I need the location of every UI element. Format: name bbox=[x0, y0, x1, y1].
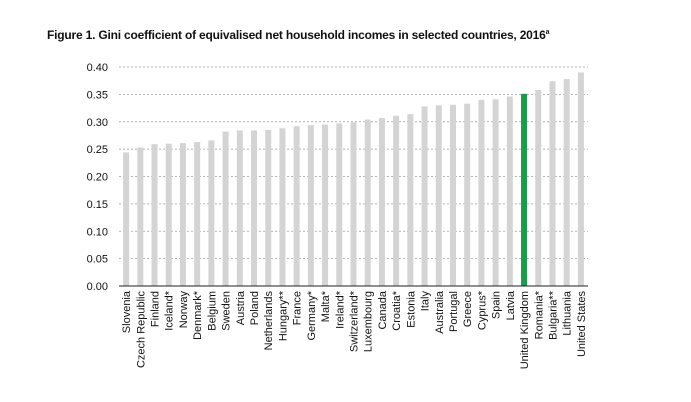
x-tick-label: Romania* bbox=[533, 290, 545, 339]
bar-iceland bbox=[165, 143, 172, 286]
bar-romania bbox=[535, 89, 542, 287]
bar-australia bbox=[435, 105, 442, 286]
bar-denmark bbox=[194, 142, 201, 286]
x-tick-label: Denmark* bbox=[192, 290, 204, 340]
x-tick-label: Malta* bbox=[320, 290, 332, 322]
y-tick-label: 0.25 bbox=[87, 144, 108, 156]
bar-switzerland bbox=[350, 122, 357, 286]
bar-malta bbox=[322, 124, 329, 286]
bar-canada bbox=[378, 117, 385, 286]
bar-belgium bbox=[208, 140, 215, 286]
x-tick-label: Latvia bbox=[505, 290, 517, 320]
x-tick-label: Canada bbox=[377, 290, 389, 329]
x-tick-label: Sweden bbox=[221, 291, 233, 331]
bar-norway bbox=[179, 143, 186, 286]
x-tick-label: Australia bbox=[434, 290, 446, 334]
bar-finland bbox=[151, 144, 158, 286]
bar-croatia bbox=[393, 115, 400, 286]
bar-greece bbox=[464, 103, 471, 287]
y-tick-label: 0.00 bbox=[87, 281, 108, 293]
x-tick-label: United States bbox=[576, 291, 588, 358]
bar-czech-republic bbox=[137, 147, 144, 286]
bar-sweden bbox=[222, 131, 229, 286]
bar-ireland bbox=[336, 123, 343, 286]
bar-slovenia bbox=[123, 152, 130, 286]
y-axis-tick-labels: 0.00 0.05 0.10 0.15 0.20 0.25 0.30 0.35 0.40 bbox=[87, 62, 108, 293]
bars bbox=[123, 72, 584, 287]
x-tick-label: Finland bbox=[150, 291, 162, 327]
x-tick-label: Luxembourg bbox=[363, 291, 375, 352]
x-tick-label: Greece bbox=[462, 291, 474, 327]
x-tick-label: Czech Republic bbox=[135, 291, 147, 369]
bar-united-states bbox=[577, 72, 584, 286]
x-tick-label: Austria bbox=[235, 290, 247, 325]
title-footnote-marker: a bbox=[545, 29, 550, 36]
bar-france bbox=[293, 126, 300, 286]
y-tick-label: 0.40 bbox=[87, 62, 108, 74]
bar-hungary bbox=[279, 128, 286, 286]
bar-spain bbox=[492, 99, 499, 287]
x-tick-label: Spain bbox=[491, 291, 503, 319]
y-tick-label: 0.05 bbox=[87, 254, 108, 266]
x-tick-label: Slovenia bbox=[121, 290, 133, 333]
x-tick-label: Hungary** bbox=[277, 290, 289, 341]
x-tick-label: Norway bbox=[178, 291, 190, 329]
x-tick-label: Croatia* bbox=[391, 290, 403, 330]
x-tick-label: Bulgaria** bbox=[547, 290, 559, 340]
x-tick-label: Switzerland* bbox=[349, 290, 361, 352]
x-tick-label: Iceland* bbox=[164, 290, 176, 330]
bar-netherlands bbox=[265, 129, 272, 286]
bar-austria bbox=[236, 130, 243, 286]
bar-germany bbox=[307, 125, 314, 286]
x-tick-label: Italy bbox=[420, 291, 432, 312]
x-tick-label: Cyprus* bbox=[476, 290, 488, 330]
bar-portugal bbox=[449, 104, 456, 286]
bar-luxembourg bbox=[364, 119, 371, 286]
y-tick-label: 0.15 bbox=[87, 199, 108, 211]
bar-estonia bbox=[407, 114, 414, 287]
bar-poland bbox=[251, 130, 258, 286]
x-tick-label: Lithuania bbox=[562, 290, 574, 336]
chart-title: Figure 1. Gini coefficient of equivalise… bbox=[47, 28, 550, 42]
y-tick-label: 0.10 bbox=[87, 226, 108, 238]
bar-lithuania bbox=[563, 79, 570, 286]
bar-latvia bbox=[506, 96, 513, 286]
bar-bulgaria bbox=[549, 81, 556, 286]
x-tick-label: Netherlands bbox=[263, 291, 275, 351]
bar-italy bbox=[421, 106, 428, 286]
y-tick-label: 0.20 bbox=[87, 172, 108, 184]
x-axis-category-labels: Slovenia Czech Republic Finland Iceland* Nor… bbox=[121, 290, 588, 369]
x-tick-label: Estonia bbox=[405, 290, 417, 328]
bar-united-kingdom bbox=[521, 93, 528, 286]
y-tick-label: 0.30 bbox=[87, 117, 108, 129]
x-tick-label: United Kingdom bbox=[519, 291, 531, 369]
bar-cyprus bbox=[478, 99, 485, 286]
x-tick-label: France bbox=[292, 291, 304, 325]
y-tick-label: 0.35 bbox=[87, 89, 108, 101]
x-tick-label: Portugal bbox=[448, 291, 460, 332]
x-tick-label: Belgium bbox=[206, 291, 218, 331]
x-tick-label: Poland bbox=[249, 291, 261, 325]
x-tick-label: Germany* bbox=[306, 290, 318, 340]
x-tick-label: Ireland* bbox=[334, 290, 346, 329]
